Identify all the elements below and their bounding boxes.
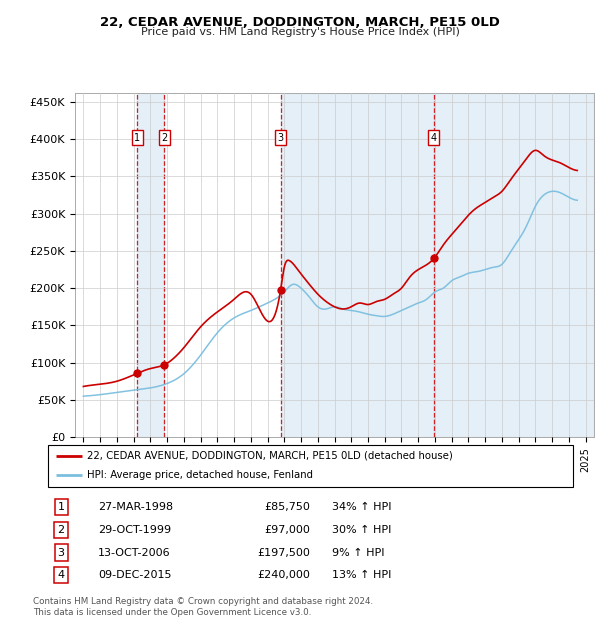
FancyBboxPatch shape xyxy=(48,445,573,487)
Text: 09-DEC-2015: 09-DEC-2015 xyxy=(98,570,172,580)
Text: 2: 2 xyxy=(161,133,167,143)
Text: 30% ↑ HPI: 30% ↑ HPI xyxy=(331,525,391,534)
Text: Price paid vs. HM Land Registry's House Price Index (HPI): Price paid vs. HM Land Registry's House … xyxy=(140,27,460,37)
Text: 34% ↑ HPI: 34% ↑ HPI xyxy=(331,502,391,512)
Text: 4: 4 xyxy=(431,133,437,143)
Text: 1: 1 xyxy=(58,502,65,512)
Text: 3: 3 xyxy=(278,133,284,143)
Text: £240,000: £240,000 xyxy=(257,570,311,580)
Text: 9% ↑ HPI: 9% ↑ HPI xyxy=(331,547,384,557)
Text: 22, CEDAR AVENUE, DODDINGTON, MARCH, PE15 0LD: 22, CEDAR AVENUE, DODDINGTON, MARCH, PE1… xyxy=(100,16,500,29)
Text: £97,000: £97,000 xyxy=(265,525,311,534)
Text: 1: 1 xyxy=(134,133,140,143)
Text: Contains HM Land Registry data © Crown copyright and database right 2024.
This d: Contains HM Land Registry data © Crown c… xyxy=(33,598,373,617)
Text: 13-OCT-2006: 13-OCT-2006 xyxy=(98,547,170,557)
Text: 3: 3 xyxy=(58,547,65,557)
Text: 13% ↑ HPI: 13% ↑ HPI xyxy=(331,570,391,580)
Bar xyxy=(434,93,594,437)
Text: HPI: Average price, detached house, Fenland: HPI: Average price, detached house, Fenl… xyxy=(88,471,313,480)
Text: £197,500: £197,500 xyxy=(257,547,311,557)
Text: 29-OCT-1999: 29-OCT-1999 xyxy=(98,525,171,534)
Bar xyxy=(281,93,434,437)
Text: 2: 2 xyxy=(58,525,65,534)
Text: 4: 4 xyxy=(58,570,65,580)
Text: £85,750: £85,750 xyxy=(265,502,311,512)
Text: 22, CEDAR AVENUE, DODDINGTON, MARCH, PE15 0LD (detached house): 22, CEDAR AVENUE, DODDINGTON, MARCH, PE1… xyxy=(88,451,453,461)
Text: 27-MAR-1998: 27-MAR-1998 xyxy=(98,502,173,512)
Bar xyxy=(137,93,164,437)
